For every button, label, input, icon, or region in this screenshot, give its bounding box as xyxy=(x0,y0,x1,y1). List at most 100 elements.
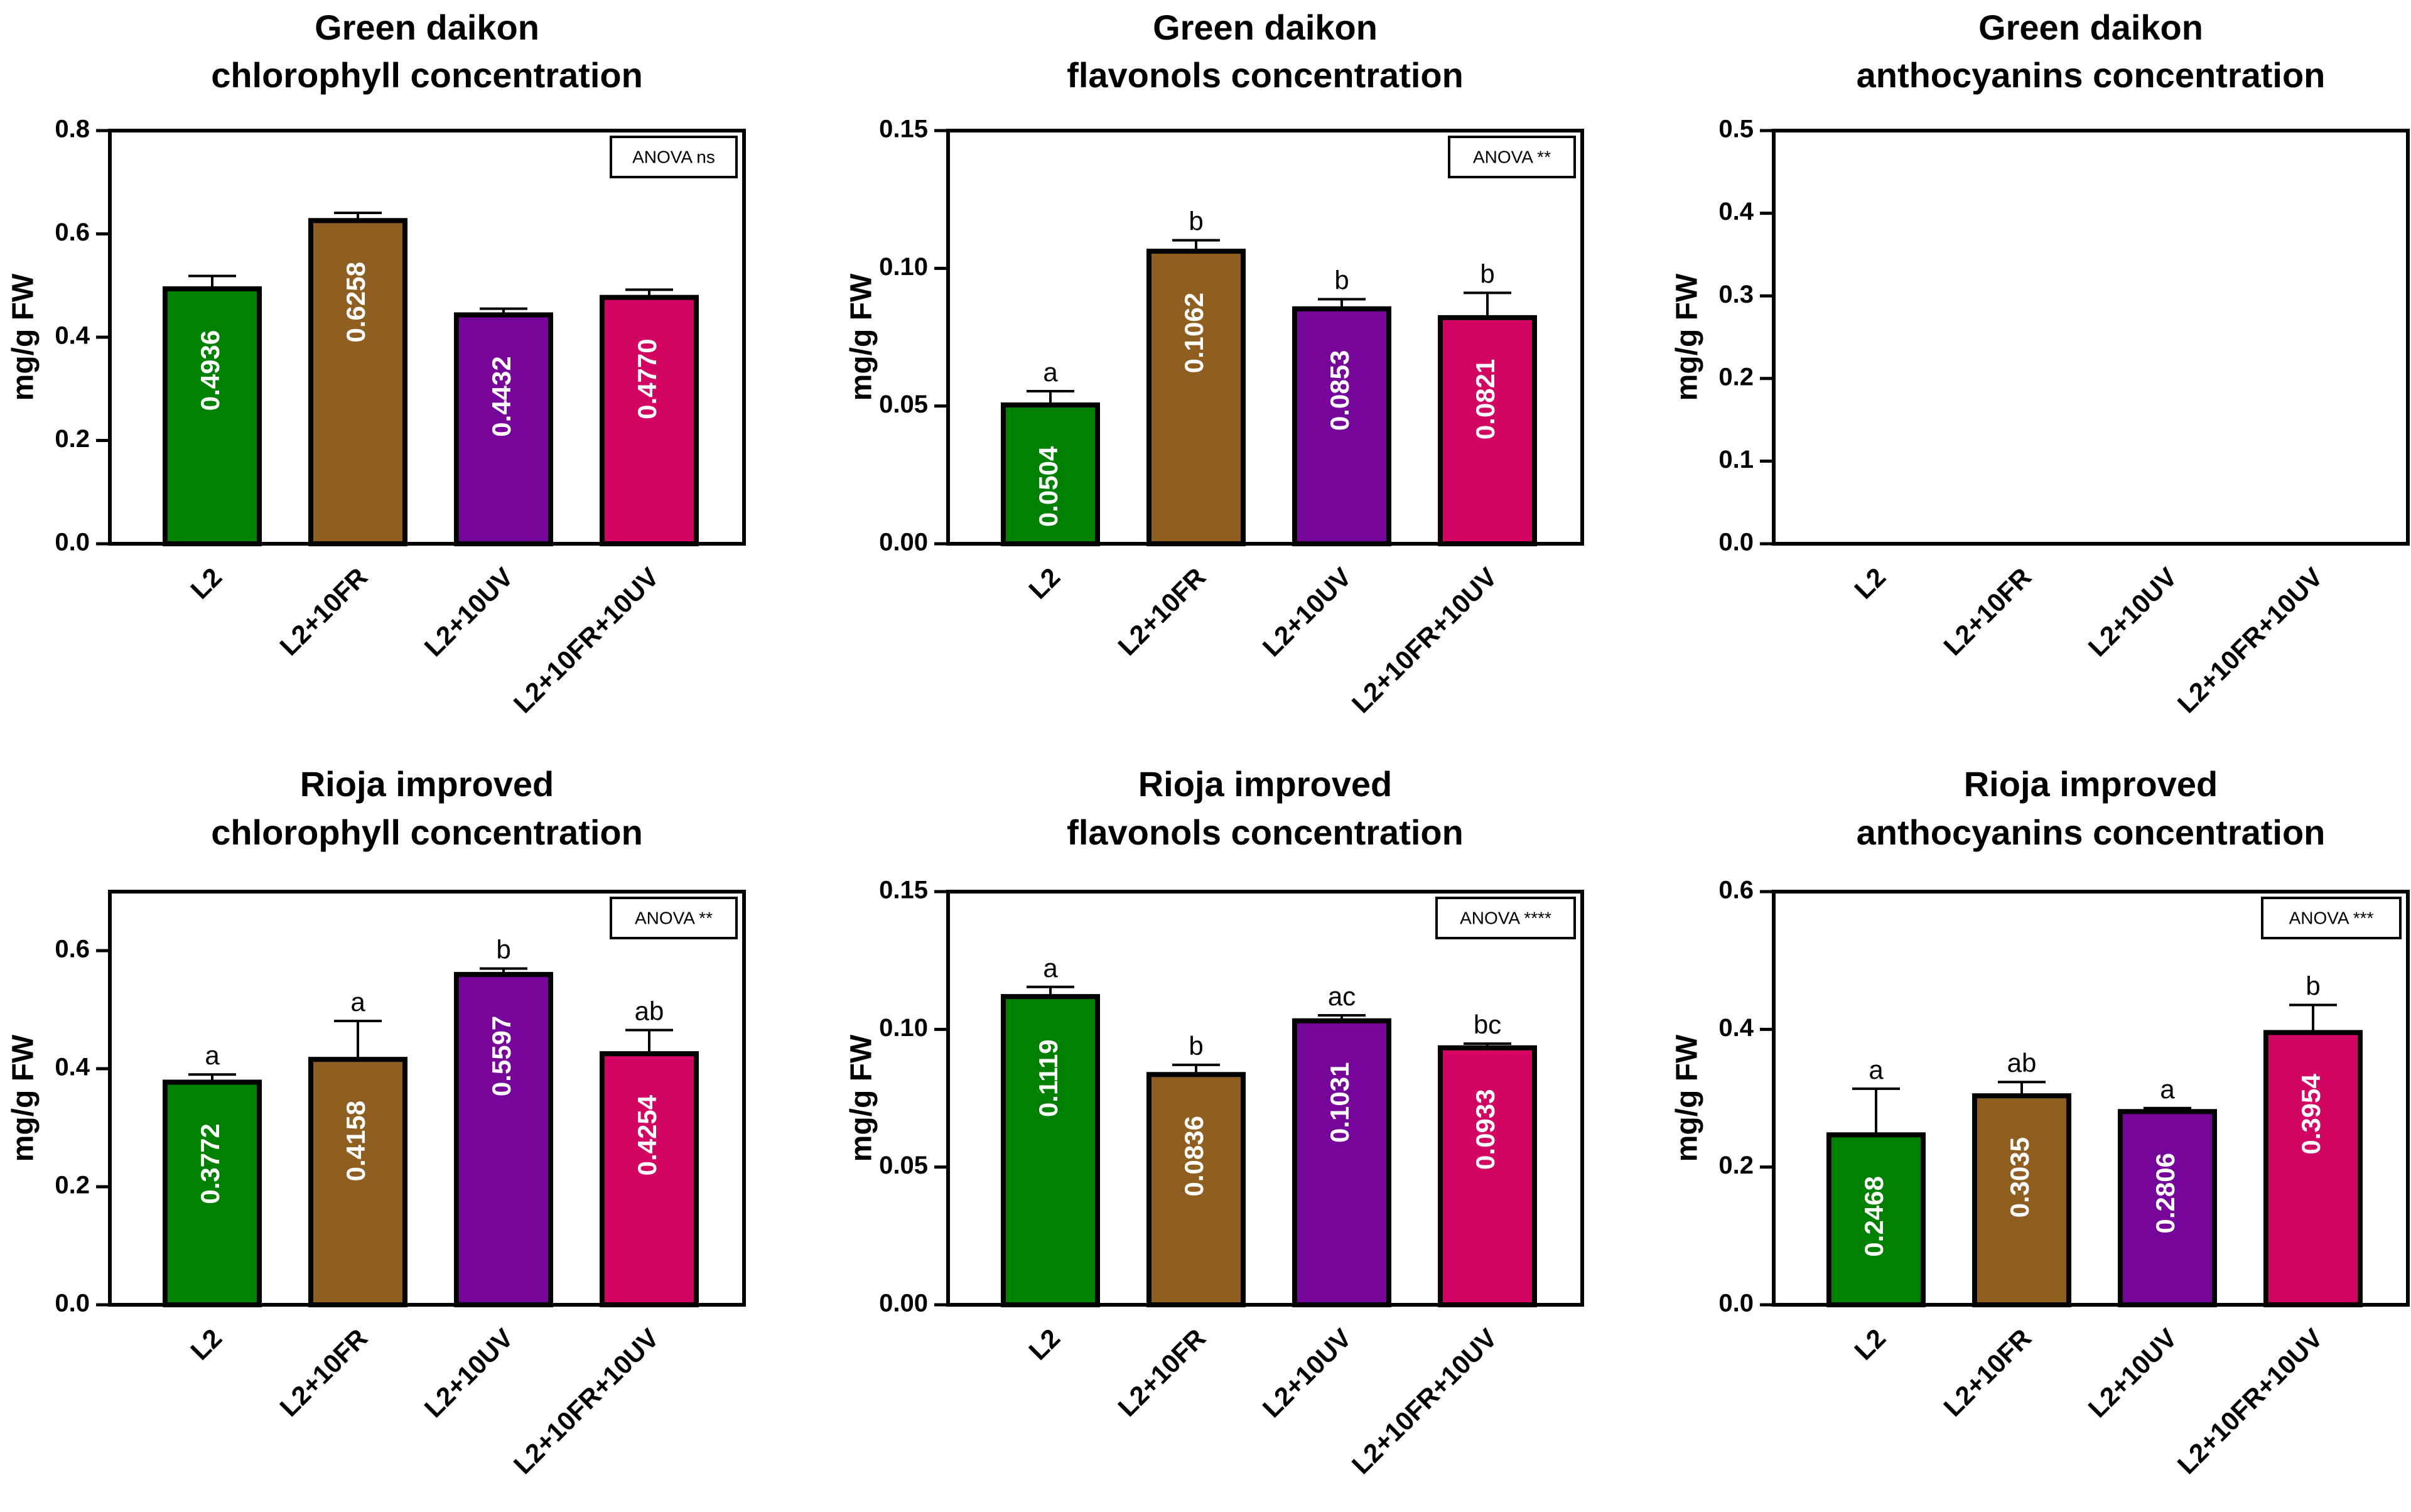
significance-letter: ab xyxy=(635,996,664,1026)
bar-l2-10fr xyxy=(1146,249,1246,546)
anova-label: ANOVA ** xyxy=(1473,147,1551,166)
bar-l2-10uv xyxy=(2118,1109,2217,1308)
bar-value-label: 0.1031 xyxy=(1325,1062,1354,1143)
significance-letter: a xyxy=(1869,1055,1884,1084)
chart-panel-ri-flav: Rioja improved flavonols concentration mg/… xyxy=(845,764,1584,1479)
y-tick-label: 0.4 xyxy=(1718,198,1754,225)
x-category-label: L2+10UV xyxy=(2083,562,2183,662)
y-axis-label: mg/g FW xyxy=(7,1034,40,1162)
y-axis-label: mg/g FW xyxy=(845,273,878,401)
significance-letter: a xyxy=(1043,357,1058,387)
chart-title-line-2: anthocyanins concentration xyxy=(1857,813,2326,852)
y-tick-label: 0.05 xyxy=(879,1152,928,1179)
bar-value-label: 0.0933 xyxy=(1470,1089,1500,1169)
bar-value-label: 0.4770 xyxy=(632,338,662,419)
y-tick-label: 0.3 xyxy=(1718,281,1754,308)
chart-panel-ri-chl: Rioja improved chlorophyll concentration m… xyxy=(7,764,746,1479)
y-tick-label: 0.2 xyxy=(55,1172,90,1199)
y-tick-label: 0.1 xyxy=(1718,446,1754,473)
bar-value-label: 0.2806 xyxy=(2150,1153,2180,1233)
bar-l2-10fr xyxy=(308,218,407,547)
y-tick-label: 0.0 xyxy=(55,1290,90,1317)
bar-value-label: 0.0853 xyxy=(1325,350,1354,431)
anova-box xyxy=(610,136,738,178)
bar-value-label: 0.3035 xyxy=(2005,1137,2034,1218)
x-category-label: L2+10FR xyxy=(274,1323,373,1422)
x-category-label: L2+10UV xyxy=(1257,562,1357,662)
significance-letter: b xyxy=(1189,1031,1203,1061)
bar-value-label: 0.4936 xyxy=(195,330,225,411)
chart-title-line-2: chlorophyll concentration xyxy=(211,813,643,852)
bar-l2 xyxy=(163,1079,262,1307)
x-category-label: L2 xyxy=(185,562,227,605)
x-category-label: L2+10FR+10UV xyxy=(1346,562,1502,718)
y-axis-label: mg/g FW xyxy=(7,273,40,401)
y-tick-label: 0.0 xyxy=(55,529,90,556)
bar-l2-10fr-10uv xyxy=(600,1051,699,1308)
x-category-label: L2 xyxy=(1023,562,1065,605)
anova-label: ANOVA *** xyxy=(2289,908,2374,927)
x-category-label: L2+10UV xyxy=(1257,1323,1357,1423)
y-tick-label: 0.15 xyxy=(879,116,928,143)
chart-panel-gd-chl: Green daikon chlorophyll concentration mg/… xyxy=(7,8,746,718)
bar-l2 xyxy=(1001,994,1100,1307)
bar-l2-10fr-10uv xyxy=(1438,315,1537,546)
bar-l2-10fr-10uv xyxy=(1438,1045,1537,1307)
y-tick-label: 0.5 xyxy=(1718,116,1754,143)
x-category-label: L2+10UV xyxy=(419,562,519,662)
y-tick-label: 0.10 xyxy=(879,253,928,281)
anova-label: ANOVA **** xyxy=(1460,908,1551,927)
significance-letter: ab xyxy=(2007,1048,2037,1077)
x-category-label: L2+10UV xyxy=(419,1323,519,1423)
chart-title-line-1: Rioja improved xyxy=(1138,764,1393,804)
bar-l2 xyxy=(1826,1132,1926,1307)
y-tick-label: 0.4 xyxy=(1718,1014,1754,1042)
significance-letter: b xyxy=(1189,207,1203,236)
bar-value-label: 0.2468 xyxy=(1859,1176,1889,1256)
anova-label: ANOVA ** xyxy=(635,908,713,927)
bar-l2-10fr-10uv xyxy=(600,294,699,546)
x-category-label: L2 xyxy=(185,1323,227,1366)
chart-title-line-2: flavonols concentration xyxy=(1067,813,1464,852)
x-category-label: L2+10FR xyxy=(1112,1323,1211,1422)
x-category-label: L2+10FR+10UV xyxy=(508,562,664,718)
y-tick-label: 0.00 xyxy=(879,529,928,556)
significance-letter: b xyxy=(1480,259,1494,288)
bar-value-label: 0.3954 xyxy=(2296,1074,2326,1155)
y-axis-label: mg/g FW xyxy=(1671,1034,1704,1162)
bar-value-label: 0.3772 xyxy=(195,1123,225,1204)
x-category-label: L2+10FR xyxy=(1112,562,1211,661)
bar-value-label: 0.1119 xyxy=(1033,1039,1063,1117)
bar-value-label: 0.0836 xyxy=(1179,1116,1209,1196)
y-tick-label: 0.05 xyxy=(879,391,928,418)
plot-frame xyxy=(946,129,1584,546)
bar-value-label: 0.0504 xyxy=(1033,446,1063,527)
bar-value-label: 0.4158 xyxy=(341,1101,370,1181)
bar-value-label: 0.5597 xyxy=(487,1016,516,1096)
y-tick-label: 0.4 xyxy=(55,1054,90,1081)
bar-l2-10fr xyxy=(1146,1072,1246,1307)
bar-value-label: 0.4432 xyxy=(487,356,516,436)
x-category-label: L2+10FR xyxy=(1938,562,2037,661)
bar-l2 xyxy=(1001,402,1100,546)
y-tick-label: 0.15 xyxy=(879,877,928,904)
chart-title-line-1: Rioja improved xyxy=(300,764,554,804)
bar-l2-10fr xyxy=(308,1057,407,1307)
bar-value-label: 0.1062 xyxy=(1179,293,1209,373)
anova-box xyxy=(610,897,738,939)
bar-value-label: 0.4254 xyxy=(632,1094,662,1175)
y-tick-label: 0.2 xyxy=(1718,363,1754,391)
x-category-label: L2+10FR+10UV xyxy=(2172,562,2328,718)
significance-letter: a xyxy=(1043,953,1058,983)
y-axis-label: mg/g FW xyxy=(845,1034,878,1162)
plot-frame xyxy=(108,129,746,546)
x-category-label: L2 xyxy=(1023,1323,1065,1366)
y-tick-label: 0.6 xyxy=(1718,877,1754,904)
significance-letter: a xyxy=(205,1040,220,1070)
significance-letter: a xyxy=(350,987,365,1017)
chart-title-line-1: Green daikon xyxy=(1153,8,1378,47)
x-category-label: L2+10FR xyxy=(274,562,373,661)
y-tick-label: 0.0 xyxy=(1718,529,1754,556)
x-category-label: L2+10FR+10UV xyxy=(2172,1323,2328,1479)
bar-l2-10uv xyxy=(454,971,553,1307)
